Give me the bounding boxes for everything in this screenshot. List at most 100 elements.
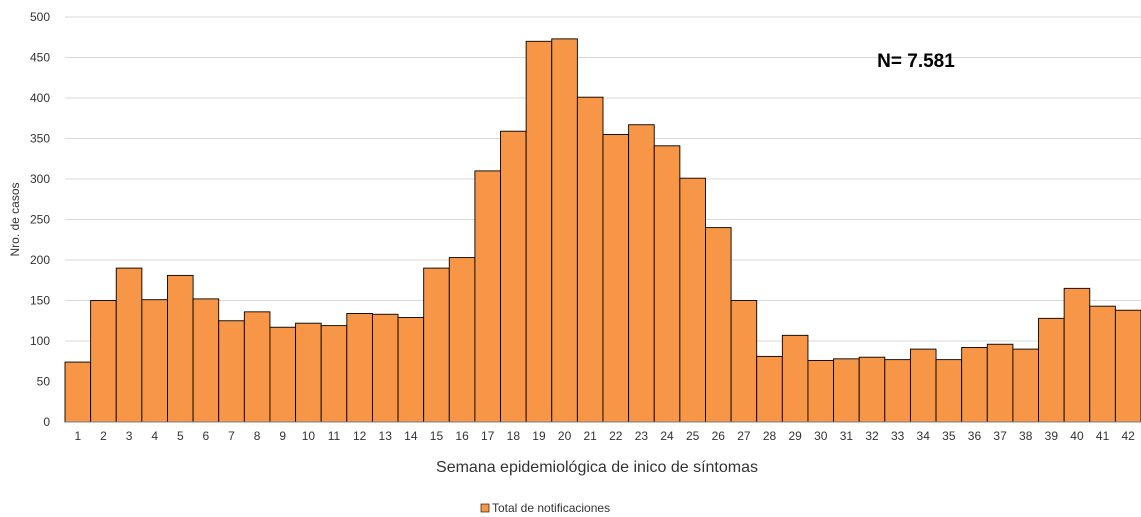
bar-week-28 (756, 355, 783, 423)
bar-week-4 (141, 299, 168, 423)
x-tick-label: 20 (558, 429, 572, 443)
bar-week-30 (807, 359, 835, 423)
bar-week-20 (551, 38, 578, 423)
x-tick-label: 13 (379, 429, 393, 443)
x-tick-label: 22 (609, 429, 623, 443)
x-tick-label: 21 (584, 429, 598, 443)
y-tick-label: 50 (37, 375, 51, 389)
x-tick-label: 23 (635, 429, 649, 443)
y-tick-label: 0 (43, 415, 50, 429)
x-tick-label: 11 (328, 429, 341, 443)
x-tick-label: 32 (865, 429, 879, 443)
bar-week-17 (474, 170, 501, 423)
x-tick-label: 41 (1096, 429, 1110, 443)
x-tick-label: 17 (481, 429, 495, 443)
bar-week-27 (730, 300, 758, 423)
bar-week-31 (833, 358, 860, 423)
x-tick-label: 40 (1070, 429, 1084, 443)
x-tick-label: 38 (1019, 429, 1033, 443)
x-tick-label: 2 (100, 429, 107, 443)
bar-week-5 (167, 274, 194, 423)
bar-week-11 (320, 325, 348, 423)
x-tick-label: 24 (660, 429, 674, 443)
legend-label: Total de notificaciones (492, 501, 610, 515)
y-tick-label: 400 (30, 91, 50, 105)
legend: Total de notificaciones (480, 501, 610, 515)
x-tick-label: 31 (840, 429, 854, 443)
x-tick-label: 34 (917, 429, 931, 443)
x-tick-label: 27 (737, 429, 751, 443)
bar-week-36 (961, 347, 988, 423)
bar-week-29 (781, 334, 809, 423)
bar-week-1 (64, 361, 92, 423)
y-tick-label: 300 (30, 172, 50, 186)
legend-swatch (480, 503, 490, 513)
y-tick-label: 150 (30, 294, 50, 308)
x-tick-label: 29 (788, 429, 802, 443)
bar-week-18 (500, 130, 527, 423)
x-tick-label: 36 (968, 429, 982, 443)
bar-week-41 (1089, 305, 1116, 423)
total-cases-annotation: N= 7.581 (877, 51, 955, 72)
y-tick-label: 100 (30, 334, 50, 348)
bar-week-34 (909, 348, 937, 423)
x-tick-label: 7 (228, 429, 235, 443)
x-tick-label: 1 (74, 429, 81, 443)
y-tick-label: 200 (30, 253, 50, 267)
bar-week-42 (1114, 309, 1141, 423)
x-tick-label: 4 (151, 429, 158, 443)
x-tick-label: 12 (353, 429, 367, 443)
x-tick-label: 5 (177, 429, 184, 443)
x-tick-label: 18 (507, 429, 521, 443)
bar-week-23 (628, 124, 655, 423)
bar-week-19 (525, 40, 553, 423)
y-tick-label: 500 (30, 10, 50, 24)
x-tick-label: 39 (1045, 429, 1059, 443)
x-tick-label: 15 (430, 429, 444, 443)
bar-week-6 (192, 298, 220, 423)
x-tick-label: 25 (686, 429, 700, 443)
bar-week-10 (295, 322, 322, 423)
bar-week-39 (1038, 317, 1065, 423)
x-tick-label: 6 (203, 429, 210, 443)
x-tick-label: 30 (814, 429, 828, 443)
bar-week-33 (884, 359, 911, 423)
bar-week-37 (986, 343, 1014, 423)
x-tick-label: 9 (279, 429, 286, 443)
bar-week-2 (90, 300, 117, 423)
y-tick-label: 450 (30, 51, 50, 65)
bar-week-21 (576, 96, 604, 423)
y-axis-ticks: 0 50 100 150 200 250 300 350 400 450 500 (30, 10, 50, 429)
x-axis-ticks: 1 2 3 4 5 6 7 8 9 10 11 12 13 14 15 16 17 18 19 20 21 22 23 24 2… (74, 429, 1135, 443)
x-tick-label: 28 (763, 429, 777, 443)
bar-week-9 (269, 326, 297, 423)
x-tick-label: 19 (532, 429, 546, 443)
bar-week-26 (705, 227, 732, 423)
x-tick-label: 3 (126, 429, 133, 443)
y-axis-label: Nro. de casos (8, 182, 22, 256)
y-tick-label: 250 (30, 213, 50, 227)
bar-week-7 (218, 320, 245, 423)
x-tick-label: 35 (942, 429, 956, 443)
x-tick-label: 10 (302, 429, 316, 443)
x-tick-label: 42 (1122, 429, 1136, 443)
bar-week-8 (243, 311, 271, 423)
bar-week-3 (115, 267, 143, 423)
bar-week-24 (653, 145, 681, 423)
bar-week-38 (1012, 348, 1039, 423)
bar-week-40 (1063, 287, 1091, 423)
x-tick-label: 33 (891, 429, 905, 443)
x-tick-label: 14 (404, 429, 418, 443)
bar-week-35 (935, 359, 963, 423)
x-tick-label: 26 (712, 429, 726, 443)
x-tick-label: 16 (455, 429, 469, 443)
x-tick-label: 37 (993, 429, 1007, 443)
bar-week-14 (397, 317, 425, 423)
bars (64, 38, 1141, 423)
bar-week-25 (679, 177, 706, 423)
x-axis-label: Semana epidemiológica de inico de síntom… (436, 459, 758, 476)
bar-week-12 (346, 313, 373, 423)
bar-week-13 (371, 313, 399, 423)
x-tick-label: 8 (254, 429, 261, 443)
